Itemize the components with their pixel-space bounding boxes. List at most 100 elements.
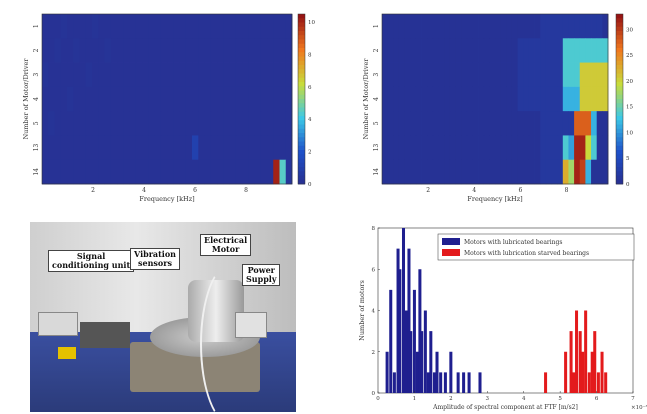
hm1-cell [54,111,62,136]
hm2-colorbar-tick: 5 [626,156,630,162]
hm1-cell [210,86,218,112]
hm2-cell [466,38,473,63]
hm2-cell [579,111,586,136]
hm2-colorbar-segment [616,167,623,172]
hm2-colorbar-segment [616,99,623,104]
hm1-cell [48,38,55,63]
hist-bar-series-0 [435,351,439,393]
hm2-cell [602,111,609,136]
hm2-cell [596,38,603,63]
hm1-cell [85,111,93,136]
hm2-colorbar-tick: 25 [626,53,633,59]
hm2-cell [415,62,422,88]
hm1-cell [260,14,268,39]
hm1-cell [148,38,155,63]
hm1-cell [104,14,112,39]
hm2-cell [393,135,400,161]
hm1-cell [229,111,237,136]
hm1-cell [154,111,162,136]
hm1-cell [260,62,268,88]
hm2-cell [551,135,558,161]
histogram-chart: 0 1 2 3 4 5 6 7 0 2 4 6 8 Amplitude of spectral compo… [358,226,647,411]
hm1-cell [173,14,180,39]
hm1-colorbar-segment [298,94,305,100]
hm2-cell [523,62,530,88]
hm2-cell [393,38,400,63]
hm2-cell [421,135,428,161]
hm1-cell [117,14,124,39]
hm1-cell [48,159,55,185]
hm1-cell [85,62,93,88]
hm2-cell [517,135,524,161]
hist-bar-series-0 [426,372,430,393]
hm2-cell [557,159,564,185]
hm1-cell [148,135,155,161]
hm1-cell [123,159,130,185]
hm1-y-tick: 14 [33,168,40,176]
hm2-cell [534,38,541,63]
hm2-cell [483,86,490,112]
hist-y-tick: 8 [372,226,376,232]
hm2-cell [387,159,394,185]
hm1-cell [210,38,218,63]
hm1-cell [248,86,255,112]
hm1-cell [285,14,293,39]
hm1-cell [148,86,155,112]
hm1-cell [79,38,87,63]
hm2-colorbar-segment [616,60,623,66]
hm2-cell [511,86,518,112]
hm2-cell [444,111,451,136]
hm1-cell [160,14,168,39]
hm1-colorbar-segment [298,31,305,36]
hist-bar-series-0 [415,351,419,393]
hm1-colorbar-segment [298,52,305,57]
hm2-cell [449,38,456,63]
hm2-cell [472,159,479,185]
hm2-cell [427,159,434,185]
hm1-colorbar-segment [298,154,305,159]
hm2-colorbar-segment [616,133,623,138]
hist-y-label: Number of motors [358,280,366,341]
hm2-cell [382,14,389,39]
hm1-cell [154,159,162,185]
hm2-cell [382,135,389,161]
hm1-cell [92,86,99,112]
hm1-cell [73,86,80,112]
hm1-colorbar-tick: 8 [308,52,312,58]
hm1-cell [79,62,87,88]
hm2-cell [483,14,490,39]
hm2-colorbar-segment [616,82,623,87]
hm2-x-tick: 8 [565,187,569,194]
hm2-cell [495,62,502,88]
hist-bar-series-0 [407,248,411,393]
hm1-colorbar-segment [298,14,305,19]
hm2-colorbar-tick: 0 [626,182,630,188]
hm1-colorbar-segment [298,35,305,40]
hm1-cell [204,135,212,161]
hm2-cell [562,111,569,136]
photo-yellow-switch [58,347,76,359]
hm2-cell [410,86,417,112]
hm1-colorbar-segment [298,48,305,53]
hm2-x-tick: 6 [518,187,522,194]
hm2-cell [398,62,405,88]
hm1-cell [129,159,137,185]
hm1-cell [254,111,262,136]
hm2-cell [387,62,394,88]
hm1-cell [129,86,137,112]
hm1-cell [235,135,243,161]
hm2-cell [557,62,564,88]
hm2-colorbar-segment [616,154,623,159]
hm2-colorbar-segment [616,69,623,74]
hm2-cell [410,62,417,88]
hm2-cell [506,14,513,39]
hm2-cell [523,159,530,185]
hm2-cell [393,86,400,112]
hm2-cell [455,135,462,161]
hm2-cell [410,38,417,63]
hm1-cell [54,62,62,88]
hm2-cell [495,38,502,63]
hm2-cell [523,135,530,161]
hm1-cell [279,86,287,112]
hm2-y-tick: 14 [373,168,380,176]
